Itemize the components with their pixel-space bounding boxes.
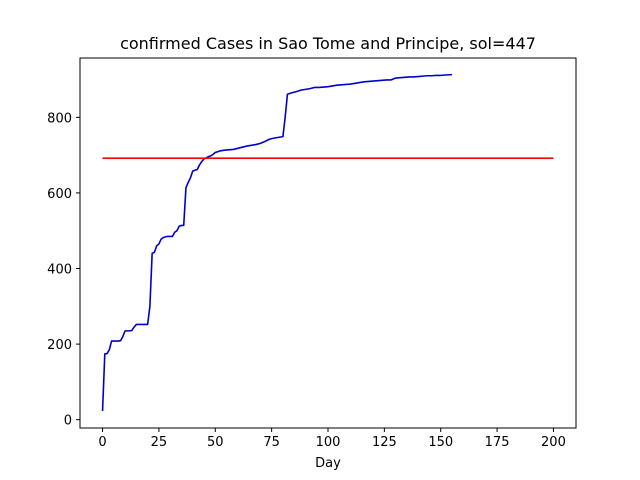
x-tick-label: 25 bbox=[151, 435, 168, 450]
y-tick-label: 800 bbox=[47, 111, 72, 126]
y-tick-label: 400 bbox=[47, 263, 72, 278]
x-tick-label: 200 bbox=[541, 435, 566, 450]
chart-title: confirmed Cases in Sao Tome and Principe… bbox=[120, 34, 536, 53]
y-tick-label: 600 bbox=[47, 187, 72, 202]
y-tick-label: 200 bbox=[47, 338, 72, 353]
x-tick-label: 125 bbox=[372, 435, 397, 450]
y-tick-label: 0 bbox=[64, 414, 72, 429]
x-tick-label: 50 bbox=[207, 435, 224, 450]
x-tick-label: 100 bbox=[316, 435, 341, 450]
x-tick-label: 175 bbox=[485, 435, 510, 450]
x-tick-label: 150 bbox=[428, 435, 453, 450]
x-tick-label: 0 bbox=[98, 435, 106, 450]
x-tick-label: 75 bbox=[263, 435, 280, 450]
axes: 0 25 50 75 100 125 150 175 200 0 200 400 600 800 bbox=[47, 57, 577, 450]
plot-area bbox=[101, 73, 554, 412]
series-line-1 bbox=[101, 73, 453, 412]
x-axis-label: Day bbox=[315, 456, 341, 471]
